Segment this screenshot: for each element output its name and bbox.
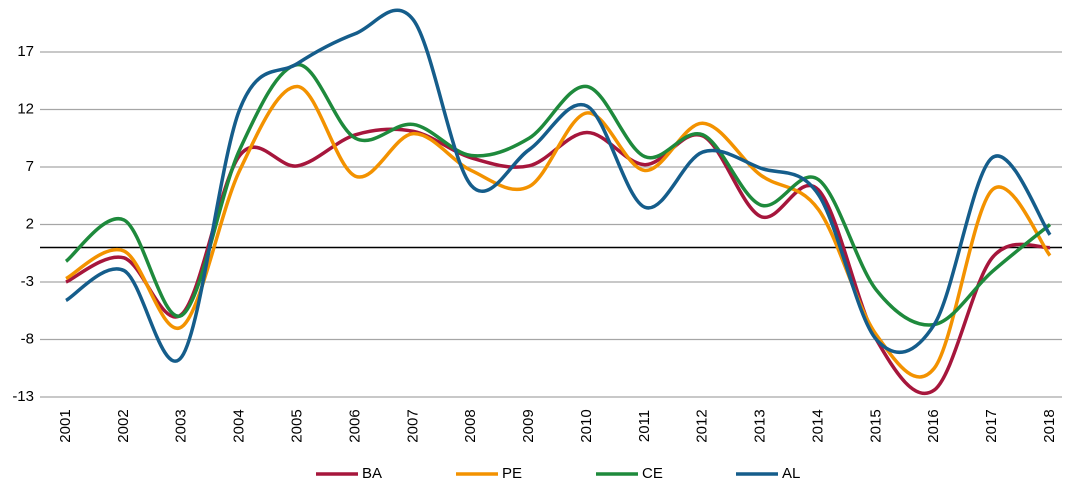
- legend-label: AL: [782, 465, 800, 482]
- x-tick-label: 2007: [404, 409, 421, 442]
- series-line: [65, 8, 1052, 363]
- x-tick-label: 2014: [809, 409, 826, 442]
- x-tick-label: 2004: [231, 409, 248, 442]
- y-tick-label: 12: [17, 100, 34, 117]
- series-line: [64, 62, 1052, 327]
- y-tick-label: -3: [21, 273, 34, 290]
- legend-label: CE: [642, 465, 663, 482]
- x-tick-label: 2015: [867, 409, 884, 442]
- x-tick-label: 2008: [462, 409, 479, 442]
- x-tick-label: 2013: [752, 409, 769, 442]
- legend-label: PE: [502, 465, 522, 482]
- x-tick-label: 2010: [578, 409, 595, 442]
- x-tick-label: 2003: [173, 409, 190, 442]
- y-tick-label: -8: [21, 330, 34, 347]
- legend-label: BA: [362, 465, 382, 482]
- series-line: [65, 84, 1052, 379]
- x-tick-label: 2012: [694, 409, 711, 442]
- y-tick-label: 2: [26, 215, 34, 232]
- y-tick-label: 7: [26, 158, 34, 175]
- x-tick-label: 2011: [636, 410, 653, 442]
- y-tick-label: 17: [17, 43, 34, 60]
- x-tick-label: 2009: [520, 409, 537, 442]
- x-tick-label: 2002: [115, 409, 132, 442]
- x-tick-label: 2018: [1041, 409, 1058, 442]
- y-tick-label: -13: [12, 388, 34, 405]
- x-tick-label: 2016: [925, 409, 942, 442]
- x-tick-label: 2006: [346, 409, 363, 442]
- x-tick-label: 2017: [983, 409, 1000, 442]
- x-tick-label: 2005: [288, 409, 305, 442]
- x-tick-label: 2001: [57, 409, 74, 442]
